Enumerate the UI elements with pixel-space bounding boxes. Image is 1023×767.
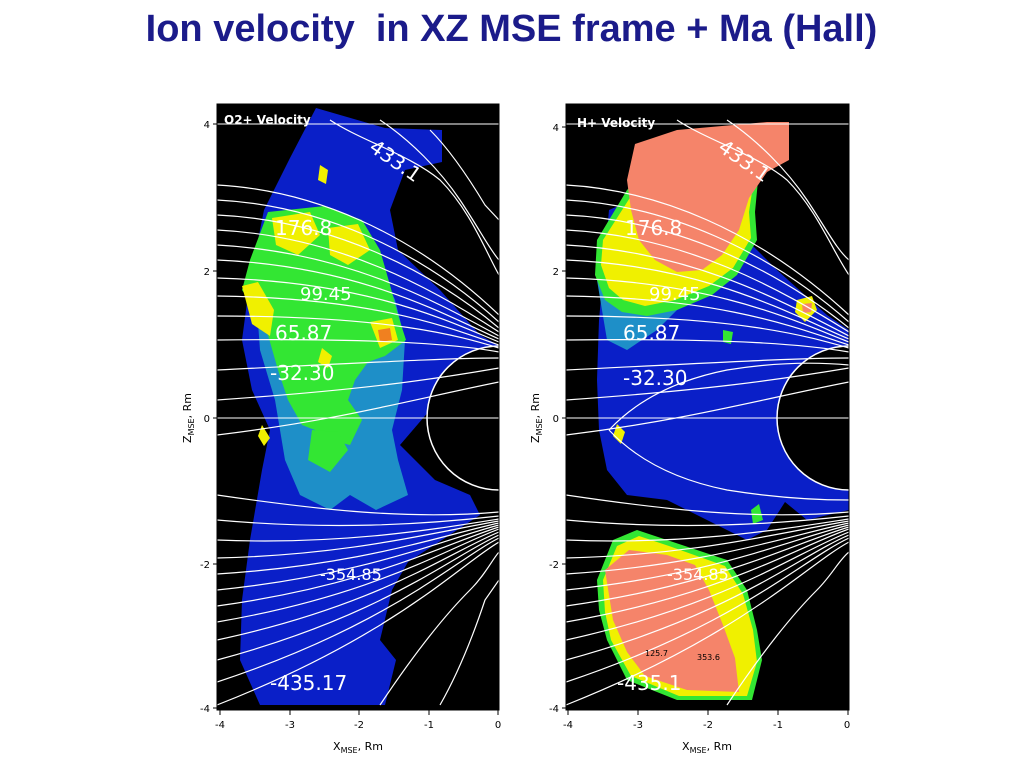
velocity-region-peak (328, 224, 370, 265)
x-tick-label: -4 (215, 720, 225, 731)
contour-label: 65.87 (623, 321, 680, 345)
velocity-region-peak (318, 348, 332, 368)
y-tick-label: 4 (204, 120, 210, 131)
slide-title: Ion velocity in XZ MSE frame + Ma (Hall) (145, 8, 878, 50)
field-lines-upper (217, 119, 499, 436)
velocity-region-salmon (655, 205, 709, 252)
x-tick-label: -1 (773, 720, 783, 731)
contour-label: 353.6 (697, 653, 720, 662)
velocity-region-salmon (605, 550, 739, 692)
contour-label: 176.8 (625, 216, 682, 240)
o2-velocity-panel: 433.1 176.8 99.45 65.87 -32.30 -354.85 -… (181, 103, 501, 755)
contour-label: 176.8 (275, 216, 332, 240)
velocity-hotspot (378, 328, 392, 342)
x-axis: -4 -3 -2 -1 0 XMSE, Rm (563, 710, 850, 755)
x-axis-title: XMSE, Rm (333, 740, 383, 755)
field-lines-lower (566, 429, 849, 706)
field-lines-lower (217, 494, 499, 706)
velocity-region-peak (242, 282, 274, 336)
y-tick-label: -2 (549, 560, 559, 571)
field-lines-upper (566, 119, 849, 436)
panel-label: H+ Velocity (577, 116, 655, 130)
y-tick-label: -4 (200, 704, 210, 715)
y-tick-label: 0 (204, 414, 210, 425)
velocity-region-peak (258, 425, 270, 446)
velocity-region-high (308, 430, 348, 472)
x-tick-label: -4 (563, 720, 573, 731)
y-tick-label: 2 (204, 267, 210, 278)
contour-label: 65.87 (275, 321, 332, 345)
y-axis: 4 2 0 -2 -4 ZMSE, Rm (529, 123, 566, 715)
x-axis: -4 -3 -2 -1 0 XMSE, Rm (215, 710, 501, 755)
contour-label: -354.85 (667, 565, 729, 584)
h-velocity-panel: 433.1 176.8 99.45 65.87 -32.30 -354.85 -… (529, 103, 850, 755)
panel-label: O2+ Velocity (224, 113, 311, 127)
x-tick-label: -2 (703, 720, 713, 731)
velocity-region-peak (723, 330, 733, 344)
contour-label: 125.7 (645, 649, 668, 658)
contour-label: -32.30 (270, 361, 334, 385)
x-tick-label: -2 (354, 720, 364, 731)
x-tick-label: -1 (424, 720, 434, 731)
x-tick-label: 0 (844, 720, 850, 731)
contour-label: -435.17 (270, 671, 347, 695)
y-axis-title: ZMSE, Rm (181, 393, 196, 443)
x-tick-label: -3 (633, 720, 643, 731)
velocity-region-peak (613, 424, 625, 444)
x-tick-label: -3 (285, 720, 295, 731)
contour-label: -32.30 (623, 366, 687, 390)
y-tick-label: 0 (553, 414, 559, 425)
y-axis-title: ZMSE, Rm (529, 393, 544, 443)
plot-frame (216, 103, 500, 711)
contour-label: -435.1 (617, 671, 681, 695)
y-tick-label: -2 (200, 560, 210, 571)
y-tick-label: -4 (549, 704, 559, 715)
y-axis: 4 2 0 -2 -4 ZMSE, Rm (181, 120, 217, 715)
x-axis-title: XMSE, Rm (682, 740, 732, 755)
contour-label: -354.85 (320, 565, 382, 584)
y-tick-label: 2 (553, 267, 559, 278)
x-tick-label: 0 (495, 720, 501, 731)
contour-label: 99.45 (300, 284, 352, 305)
contour-label: 99.45 (649, 284, 701, 305)
y-tick-label: 4 (553, 123, 559, 134)
velocity-region-peak (318, 165, 328, 184)
